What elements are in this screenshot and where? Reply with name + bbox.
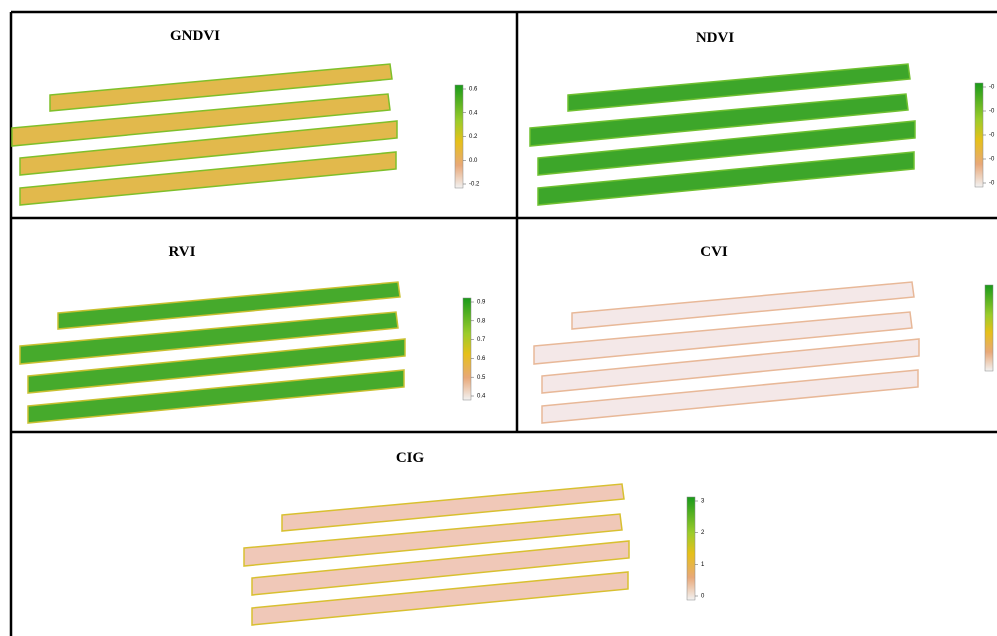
colorbar-label: 0.6 — [477, 356, 486, 362]
panel-title: CVI — [700, 244, 728, 260]
colorbar-label: 0.7 — [477, 337, 486, 343]
colorbar-label: 0 — [701, 594, 705, 600]
colorbar — [687, 497, 695, 600]
colorbar-label: 3 — [701, 499, 705, 505]
colorbar-label: 0.4 — [477, 394, 486, 400]
colorbar-label: 0.6 — [469, 87, 478, 93]
colorbar-label: 0.9 — [477, 300, 486, 306]
colorbar — [455, 85, 463, 188]
colorbar-label: 1 — [701, 562, 705, 568]
colorbar-label: 0.5 — [477, 375, 486, 381]
panel-title: CIG — [396, 450, 425, 466]
colorbar-label: -0 — [989, 85, 995, 91]
colorbar — [975, 83, 983, 187]
colorbar-label: 2 — [701, 530, 705, 536]
figure: GNDVI 0.6 0.4 0.2 0.0 -0.2 NDVI -0 -0 -0 -0 -0 RVI 0.… — [0, 0, 997, 636]
panel: CIG 3 2 1 0 — [244, 450, 705, 625]
colorbar-label: 0.2 — [469, 134, 478, 140]
colorbar-label: -0.2 — [469, 182, 480, 188]
panel: NDVI -0 -0 -0 -0 -0 — [530, 30, 995, 205]
colorbar-label: 0.0 — [469, 158, 478, 164]
panel: CVI — [534, 244, 993, 423]
panel: GNDVI 0.6 0.4 0.2 0.0 -0.2 — [12, 28, 480, 205]
colorbar-label: -0 — [989, 181, 995, 187]
panel-title: RVI — [169, 244, 196, 260]
colorbar-label: 0.8 — [477, 318, 486, 324]
colorbar-label: -0 — [989, 157, 995, 163]
panel-title: NDVI — [696, 30, 734, 46]
colorbar-label: -0 — [989, 133, 995, 139]
colorbar-label: -0 — [989, 109, 995, 115]
colorbar-label: 0.4 — [469, 110, 478, 116]
panel-title: GNDVI — [170, 28, 220, 44]
colorbar — [985, 285, 993, 371]
panel: RVI 0.9 0.8 0.7 0.6 0.5 0.4 — [20, 244, 486, 423]
colorbar — [463, 298, 471, 400]
